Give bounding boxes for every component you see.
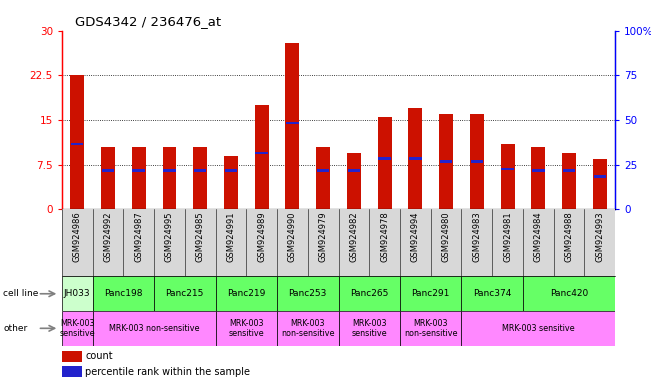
Text: GSM924980: GSM924980 bbox=[441, 211, 450, 262]
Bar bbox=[501, 168, 514, 170]
Bar bbox=[593, 159, 607, 209]
Bar bbox=[215, 276, 277, 311]
Text: GSM924988: GSM924988 bbox=[564, 211, 574, 262]
Bar bbox=[378, 117, 391, 209]
Bar bbox=[501, 144, 514, 209]
Bar bbox=[400, 311, 462, 346]
Bar bbox=[316, 147, 330, 209]
Text: MRK-003
sensitive: MRK-003 sensitive bbox=[352, 319, 387, 338]
Text: Panc215: Panc215 bbox=[165, 289, 204, 298]
Bar bbox=[255, 152, 268, 154]
Text: GSM924987: GSM924987 bbox=[134, 211, 143, 262]
Text: Panc420: Panc420 bbox=[550, 289, 589, 298]
Bar bbox=[62, 276, 92, 311]
Text: GDS4342 / 236476_at: GDS4342 / 236476_at bbox=[75, 15, 221, 28]
Text: GSM924993: GSM924993 bbox=[595, 211, 604, 262]
Bar bbox=[163, 169, 176, 172]
Bar bbox=[409, 157, 422, 160]
Bar bbox=[348, 169, 360, 172]
Text: GSM924990: GSM924990 bbox=[288, 211, 297, 262]
Text: GSM924991: GSM924991 bbox=[227, 211, 236, 262]
Text: GSM924984: GSM924984 bbox=[534, 211, 543, 262]
Text: Panc265: Panc265 bbox=[350, 289, 389, 298]
Bar bbox=[523, 276, 615, 311]
Bar bbox=[101, 147, 115, 209]
Text: GSM924983: GSM924983 bbox=[473, 211, 481, 262]
Bar bbox=[531, 147, 546, 209]
Bar bbox=[471, 161, 483, 163]
Bar bbox=[462, 311, 615, 346]
Bar bbox=[286, 122, 299, 124]
Bar bbox=[62, 311, 92, 346]
Bar bbox=[194, 169, 206, 172]
Bar bbox=[92, 311, 215, 346]
Bar bbox=[255, 105, 269, 209]
Bar bbox=[277, 311, 339, 346]
Bar bbox=[215, 311, 277, 346]
Bar bbox=[563, 169, 575, 172]
Text: MRK-003
sensitive: MRK-003 sensitive bbox=[229, 319, 264, 338]
Bar bbox=[163, 147, 176, 209]
Bar bbox=[62, 366, 82, 377]
Text: MRK-003
non-sensitive: MRK-003 non-sensitive bbox=[404, 319, 458, 338]
Bar bbox=[347, 153, 361, 209]
Text: MRK-003 sensitive: MRK-003 sensitive bbox=[502, 324, 575, 333]
Text: Panc198: Panc198 bbox=[104, 289, 143, 298]
Text: other: other bbox=[3, 324, 27, 333]
Text: GSM924978: GSM924978 bbox=[380, 211, 389, 262]
Bar bbox=[470, 114, 484, 209]
Bar bbox=[532, 169, 545, 172]
Bar bbox=[378, 157, 391, 160]
Bar bbox=[193, 147, 207, 209]
Text: cell line: cell line bbox=[3, 289, 38, 298]
Bar bbox=[225, 169, 237, 172]
Bar bbox=[154, 276, 215, 311]
Bar bbox=[62, 351, 82, 362]
Bar bbox=[339, 276, 400, 311]
Text: MRK-003 non-sensitive: MRK-003 non-sensitive bbox=[109, 324, 199, 333]
Bar bbox=[132, 147, 146, 209]
Bar bbox=[70, 75, 84, 209]
Text: percentile rank within the sample: percentile rank within the sample bbox=[85, 367, 250, 377]
Text: JH033: JH033 bbox=[64, 289, 90, 298]
Bar bbox=[132, 169, 145, 172]
Bar bbox=[594, 175, 606, 178]
Text: GSM924992: GSM924992 bbox=[104, 211, 113, 262]
Bar bbox=[400, 276, 462, 311]
Bar bbox=[92, 276, 154, 311]
Bar bbox=[462, 276, 523, 311]
Bar bbox=[562, 153, 576, 209]
Text: GSM924986: GSM924986 bbox=[73, 211, 82, 262]
Text: GSM924979: GSM924979 bbox=[318, 211, 327, 262]
Text: Panc219: Panc219 bbox=[227, 289, 266, 298]
Text: GSM924985: GSM924985 bbox=[196, 211, 204, 262]
Bar bbox=[224, 156, 238, 209]
Text: GSM924994: GSM924994 bbox=[411, 211, 420, 262]
Text: Panc253: Panc253 bbox=[288, 289, 327, 298]
Bar bbox=[286, 43, 299, 209]
Bar bbox=[71, 142, 83, 145]
Text: GSM924989: GSM924989 bbox=[257, 211, 266, 262]
Bar bbox=[439, 114, 453, 209]
Text: GSM924981: GSM924981 bbox=[503, 211, 512, 262]
Text: MRK-003
non-sensitive: MRK-003 non-sensitive bbox=[281, 319, 335, 338]
Text: MRK-003
sensitive: MRK-003 sensitive bbox=[59, 319, 95, 338]
Bar bbox=[102, 169, 114, 172]
Text: GSM924995: GSM924995 bbox=[165, 211, 174, 262]
Bar bbox=[408, 108, 422, 209]
Bar bbox=[277, 276, 339, 311]
Text: Panc291: Panc291 bbox=[411, 289, 450, 298]
Bar bbox=[440, 161, 452, 163]
Text: GSM924982: GSM924982 bbox=[350, 211, 359, 262]
Text: count: count bbox=[85, 351, 113, 361]
Bar bbox=[317, 169, 329, 172]
Bar bbox=[339, 311, 400, 346]
Text: Panc374: Panc374 bbox=[473, 289, 512, 298]
